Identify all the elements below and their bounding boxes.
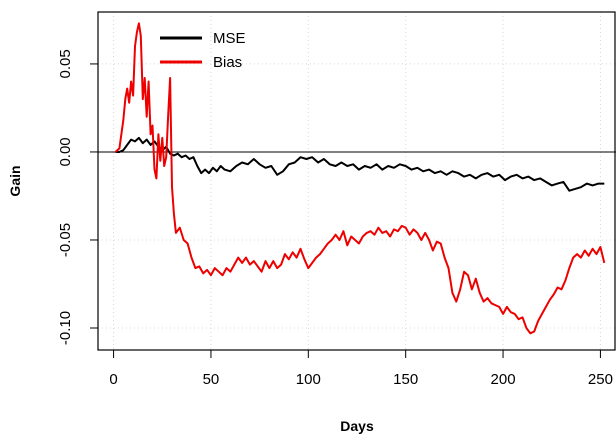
- legend-label-bias: Bias: [213, 54, 242, 71]
- x-tick-label: 150: [393, 371, 418, 388]
- y-tick-label: 0.00: [57, 137, 74, 166]
- x-tick-label: 200: [491, 371, 516, 388]
- y-axis-title: Gain: [7, 165, 23, 196]
- grid: [98, 12, 616, 350]
- legend: MSE Bias: [160, 30, 246, 71]
- y-axis: -0.10 -0.05 0.00 0.05: [57, 49, 98, 345]
- x-tick-label: 0: [109, 371, 117, 388]
- series-line-mse: [115, 136, 605, 192]
- x-axis-title: Days: [340, 418, 374, 434]
- y-tick-label: 0.05: [57, 49, 74, 78]
- x-tick-label: 250: [588, 371, 613, 388]
- y-tick-label: -0.05: [57, 223, 74, 257]
- x-tick-label: 50: [203, 371, 220, 388]
- y-tick-label: -0.10: [57, 311, 74, 345]
- x-axis: 0 50 100 150 200 250: [109, 350, 613, 388]
- series-group: [114, 22, 606, 335]
- plot-frame: [97, 11, 616, 351]
- x-tick-label: 100: [296, 371, 321, 388]
- series-line-bias: [114, 22, 606, 335]
- legend-label-mse: MSE: [213, 30, 246, 47]
